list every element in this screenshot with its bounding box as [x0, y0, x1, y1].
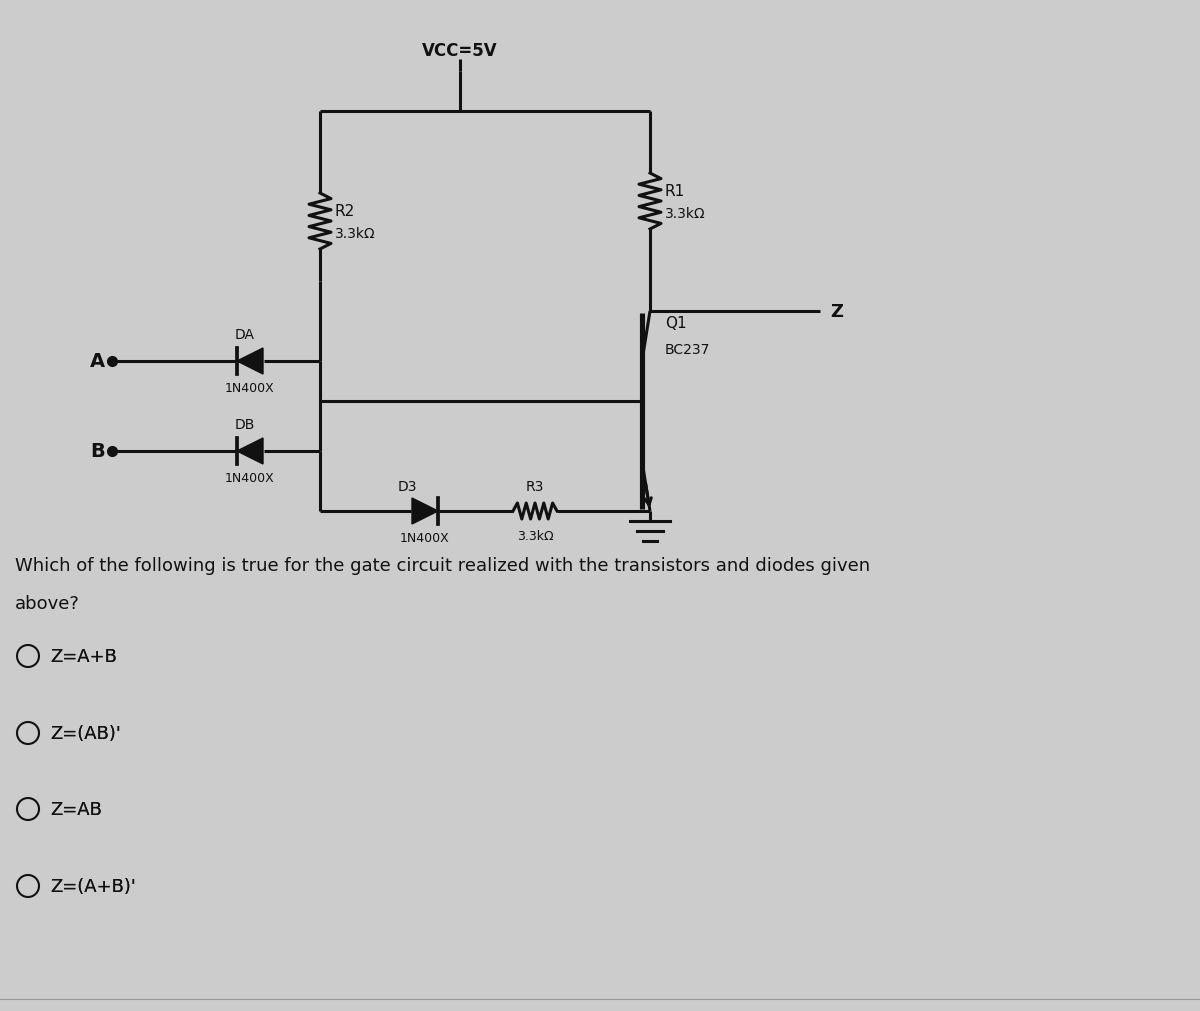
Text: BC237: BC237	[665, 343, 710, 357]
Text: A: A	[90, 352, 106, 371]
Text: Z: Z	[830, 302, 842, 320]
Text: D3: D3	[397, 479, 416, 493]
Text: B: B	[90, 442, 106, 461]
Text: 1N400X: 1N400X	[400, 532, 450, 545]
Text: Z=AB: Z=AB	[50, 801, 102, 818]
Text: above?: above?	[14, 594, 80, 613]
Text: VCC=5V: VCC=5V	[422, 42, 498, 60]
Text: R2: R2	[335, 204, 355, 219]
Text: Z=A+B: Z=A+B	[50, 647, 116, 665]
Polygon shape	[412, 498, 438, 525]
Text: 3.3kΩ: 3.3kΩ	[517, 530, 553, 543]
Text: 3.3kΩ: 3.3kΩ	[665, 207, 706, 220]
Text: R1: R1	[665, 184, 685, 199]
Text: Z=(AB)': Z=(AB)'	[50, 724, 121, 742]
Text: Q1: Q1	[665, 316, 686, 332]
Text: DB: DB	[235, 418, 256, 432]
Text: DA: DA	[235, 328, 256, 342]
Text: Which of the following is true for the gate circuit realized with the transistor: Which of the following is true for the g…	[14, 556, 870, 574]
Text: Z=(A+B)': Z=(A+B)'	[50, 878, 136, 895]
Polygon shape	[238, 439, 263, 464]
Polygon shape	[238, 349, 263, 375]
Text: 3.3kΩ: 3.3kΩ	[335, 226, 376, 241]
Text: R3: R3	[526, 479, 544, 493]
Text: 1N400X: 1N400X	[226, 381, 275, 394]
Text: Z=A+B: Z=A+B	[50, 647, 116, 665]
Text: Z=(AB)': Z=(AB)'	[50, 724, 121, 742]
Text: 1N400X: 1N400X	[226, 471, 275, 484]
Text: Z=AB: Z=AB	[50, 801, 102, 818]
Text: Z=(A+B)': Z=(A+B)'	[50, 878, 136, 895]
